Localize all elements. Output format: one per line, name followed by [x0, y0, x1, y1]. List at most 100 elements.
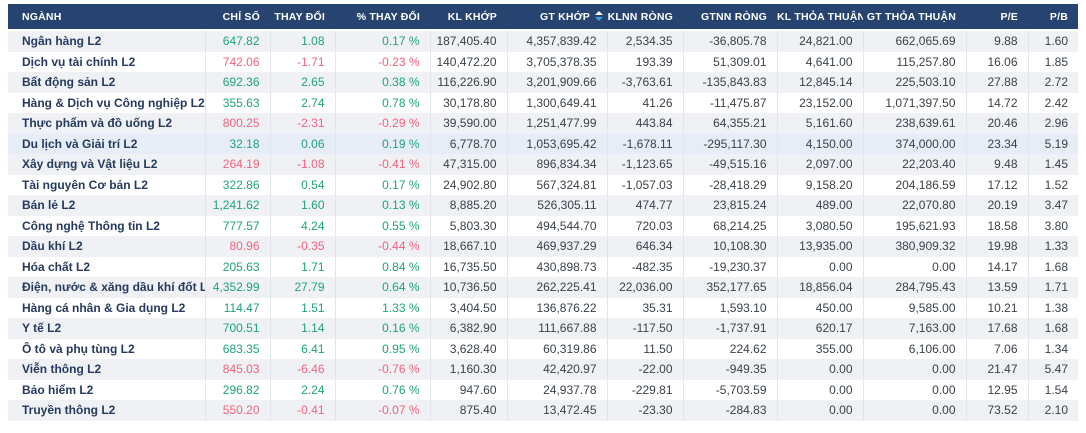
cell-pe: 23.34 — [966, 133, 1029, 154]
table-row[interactable]: Truyền thông L2 550.20 -0.41 -0.07 % 875.40 1… — [8, 400, 1078, 421]
sector-name-cell: Y tế L2 — [8, 318, 206, 339]
cell-index: 800.25 — [205, 113, 271, 134]
table-row[interactable]: Dầu khí L2 80.96 -0.35 -0.44 % 18,667.10 469,… — [8, 236, 1078, 257]
cell-pe: 14.17 — [966, 256, 1029, 277]
column-header-index[interactable]: CHỈ SỐ — [205, 4, 270, 31]
cell-pe: 7.06 — [966, 338, 1029, 359]
column-header-label: KL THỎA THUẬN — [777, 10, 863, 23]
cell-pct: -0.41 % — [335, 154, 431, 175]
cell-gt_khop: 494,544.70 — [507, 215, 608, 236]
cell-pe: 73.52 — [966, 400, 1029, 421]
cell-klnn_rong: 11.50 — [607, 338, 684, 359]
cell-kl_thoa_thuan: 2,097.00 — [777, 154, 864, 175]
cell-index: 742.06 — [205, 51, 271, 72]
table-row[interactable]: Viễn thông L2 845.03 -6.46 -0.76 % 1,160.30 4… — [8, 359, 1078, 380]
column-header-kl_khop[interactable]: KL KHỚP — [430, 4, 507, 31]
column-header-gt_khop[interactable]: GT KHỚP — [507, 4, 607, 31]
table-row[interactable]: Điện, nước & xăng dầu khí đốt L2 4,352.99… — [8, 277, 1078, 298]
cell-kl_thoa_thuan: 489.00 — [777, 195, 864, 216]
cell-gtnn_rong: 23,815.24 — [683, 195, 778, 216]
table-row[interactable]: Xây dựng và Vật liệu L2 264.19 -1.08 -0.41 … — [8, 154, 1078, 175]
column-header-pb[interactable]: P/B — [1028, 4, 1078, 31]
cell-pb: 3.80 — [1044, 218, 1068, 233]
cell-gtnn_rong: 51,309.01 — [683, 51, 778, 72]
cell-pb: 2.96 — [1044, 116, 1068, 131]
cell-change: 1.71 — [270, 256, 336, 277]
cell-pe: 21.47 — [966, 359, 1029, 380]
sector-name-cell: Ô tô và phụ tùng L2 — [8, 338, 206, 359]
table-row[interactable]: Hóa chất L2 205.63 1.71 0.84 % 16,735.50 430,… — [8, 256, 1078, 277]
table-row[interactable]: Bất động sản L2 692.36 2.65 0.38 % 116,226.9… — [8, 72, 1078, 93]
cell-klnn_rong: 646.34 — [607, 236, 684, 257]
cell-change: -1.08 — [270, 154, 336, 175]
table-body: Ngân hàng L2 647.82 1.08 0.17 % 187,405.40 4,… — [8, 30, 1078, 421]
sort-asc-arrow — [595, 10, 603, 15]
cell-gt_khop: 1,251,477.99 — [507, 113, 608, 134]
cell-pct: -0.76 % — [335, 359, 431, 380]
cell-index: 355.63 — [205, 92, 271, 113]
cell-klnn_rong: 474.77 — [607, 195, 684, 216]
cell-klnn_rong: 41.26 — [607, 92, 684, 113]
cell-pb: 1.38 — [1044, 300, 1068, 315]
table-row[interactable]: Hàng cá nhân & Gia dụng L2 114.47 1.51 1.33… — [8, 297, 1078, 318]
column-header-klnn_rong[interactable]: KLNN RÒNG — [607, 4, 683, 31]
sector-name-cell: Viễn thông L2 — [8, 359, 206, 380]
cell-kl_thoa_thuan: 4,150.00 — [777, 133, 864, 154]
cell-kl_khop: 16,735.50 — [430, 256, 508, 277]
cell-index: 647.82 — [205, 30, 271, 52]
cell-kl_thoa_thuan: 0.00 — [777, 256, 864, 277]
table-row[interactable]: Dịch vụ tài chính L2 742.06 -1.71 -0.23 % 14… — [8, 51, 1078, 72]
cell-klnn_rong: 2,534.35 — [607, 30, 684, 52]
cell-gt_thoa_thuan: 662,065.69 — [863, 30, 967, 52]
table-row[interactable]: Bảo hiểm L2 296.82 2.24 0.76 % 947.60 24,937.… — [8, 379, 1078, 400]
cell-gt_thoa_thuan: 7,163.00 — [863, 318, 967, 339]
cell-gt_thoa_thuan: 0.00 — [863, 359, 967, 380]
table-row[interactable]: Tài nguyên Cơ bản L2 322.86 0.54 0.17 % 24,9… — [8, 174, 1078, 195]
cell-pe: 17.12 — [966, 174, 1029, 195]
cell-kl_thoa_thuan: 4,641.00 — [777, 51, 864, 72]
cell-gt_thoa_thuan: 22,203.40 — [863, 154, 967, 175]
sector-name-cell: Ngân hàng L2 — [8, 30, 206, 52]
cell-kl_thoa_thuan: 13,935.00 — [777, 236, 864, 257]
column-header-pe[interactable]: P/E — [966, 4, 1028, 31]
cell-pb: 2.72 — [1044, 75, 1068, 90]
cell-gt_thoa_thuan: 204,186.59 — [863, 174, 967, 195]
cell-gt_thoa_thuan: 115,257.80 — [863, 51, 967, 72]
cell-change: 2.74 — [270, 92, 336, 113]
sector-name-cell: Bảo hiểm L2 — [8, 379, 206, 400]
cell-klnn_rong: -229.81 — [607, 379, 684, 400]
table-row[interactable]: Du lịch và Giải trí L2 32.18 0.06 0.19 % 6,7… — [8, 133, 1078, 154]
cell-klnn_rong: -1,057.03 — [607, 174, 684, 195]
column-header-label: KLNN RÒNG — [607, 10, 673, 23]
column-header-kl_thoa_thuan[interactable]: KL THỎA THUẬN — [777, 4, 863, 31]
cell-gt_thoa_thuan: 284,795.43 — [863, 277, 967, 298]
cell-index: 80.96 — [205, 236, 271, 257]
cell-pb: 5.47 — [1044, 362, 1068, 377]
table-row[interactable]: Ngân hàng L2 647.82 1.08 0.17 % 187,405.40 4,… — [8, 30, 1078, 52]
sector-name-cell: Hàng cá nhân & Gia dụng L2 — [8, 297, 206, 318]
table-row[interactable]: Bán lẻ L2 1,241.62 1.60 0.13 % 8,885.20 526,3… — [8, 195, 1078, 216]
cell-klnn_rong: -1,123.65 — [607, 154, 684, 175]
table-row[interactable]: Hàng & Dịch vụ Công nghiệp L2 355.63 2.74 0… — [8, 92, 1078, 113]
column-header-name[interactable]: NGÀNH — [8, 4, 205, 31]
table-row[interactable]: Ô tô và phụ tùng L2 683.35 6.41 0.95 % 3,628… — [8, 338, 1078, 359]
cell-kl_thoa_thuan: 18,856.04 — [777, 277, 864, 298]
table-row[interactable]: Công nghệ Thông tin L2 777.57 4.24 0.55 % 5,… — [8, 215, 1078, 236]
column-header-label: GTNN RÒNG — [701, 10, 767, 23]
table-row[interactable]: Thực phẩm và đồ uống L2 800.25 -2.31 -0.29 … — [8, 113, 1078, 134]
table-row[interactable]: Y tế L2 700.51 1.14 0.16 % 6,382.90 111,667.8… — [8, 318, 1078, 339]
cell-change: -6.46 — [270, 359, 336, 380]
sector-name-cell: Hóa chất L2 — [8, 256, 206, 277]
cell-pb: 3.47 — [1044, 198, 1068, 213]
cell-kl_khop: 47,315.00 — [430, 154, 508, 175]
column-header-gtnn_rong[interactable]: GTNN RÒNG — [683, 4, 777, 31]
cell-pct: 0.16 % — [335, 318, 431, 339]
cell-pb: 1.52 — [1044, 177, 1068, 192]
cell-change: 27.79 — [270, 277, 336, 298]
column-header-pct[interactable]: % THAY ĐỔI — [335, 4, 430, 31]
cell-pe: 27.88 — [966, 72, 1029, 93]
cell-kl_khop: 8,885.20 — [430, 195, 508, 216]
column-header-gt_thoa_thuan[interactable]: GT THỎA THUẬN — [863, 4, 966, 31]
cell-kl_khop: 10,736.50 — [430, 277, 508, 298]
column-header-change[interactable]: THAY ĐỔI — [270, 4, 335, 31]
